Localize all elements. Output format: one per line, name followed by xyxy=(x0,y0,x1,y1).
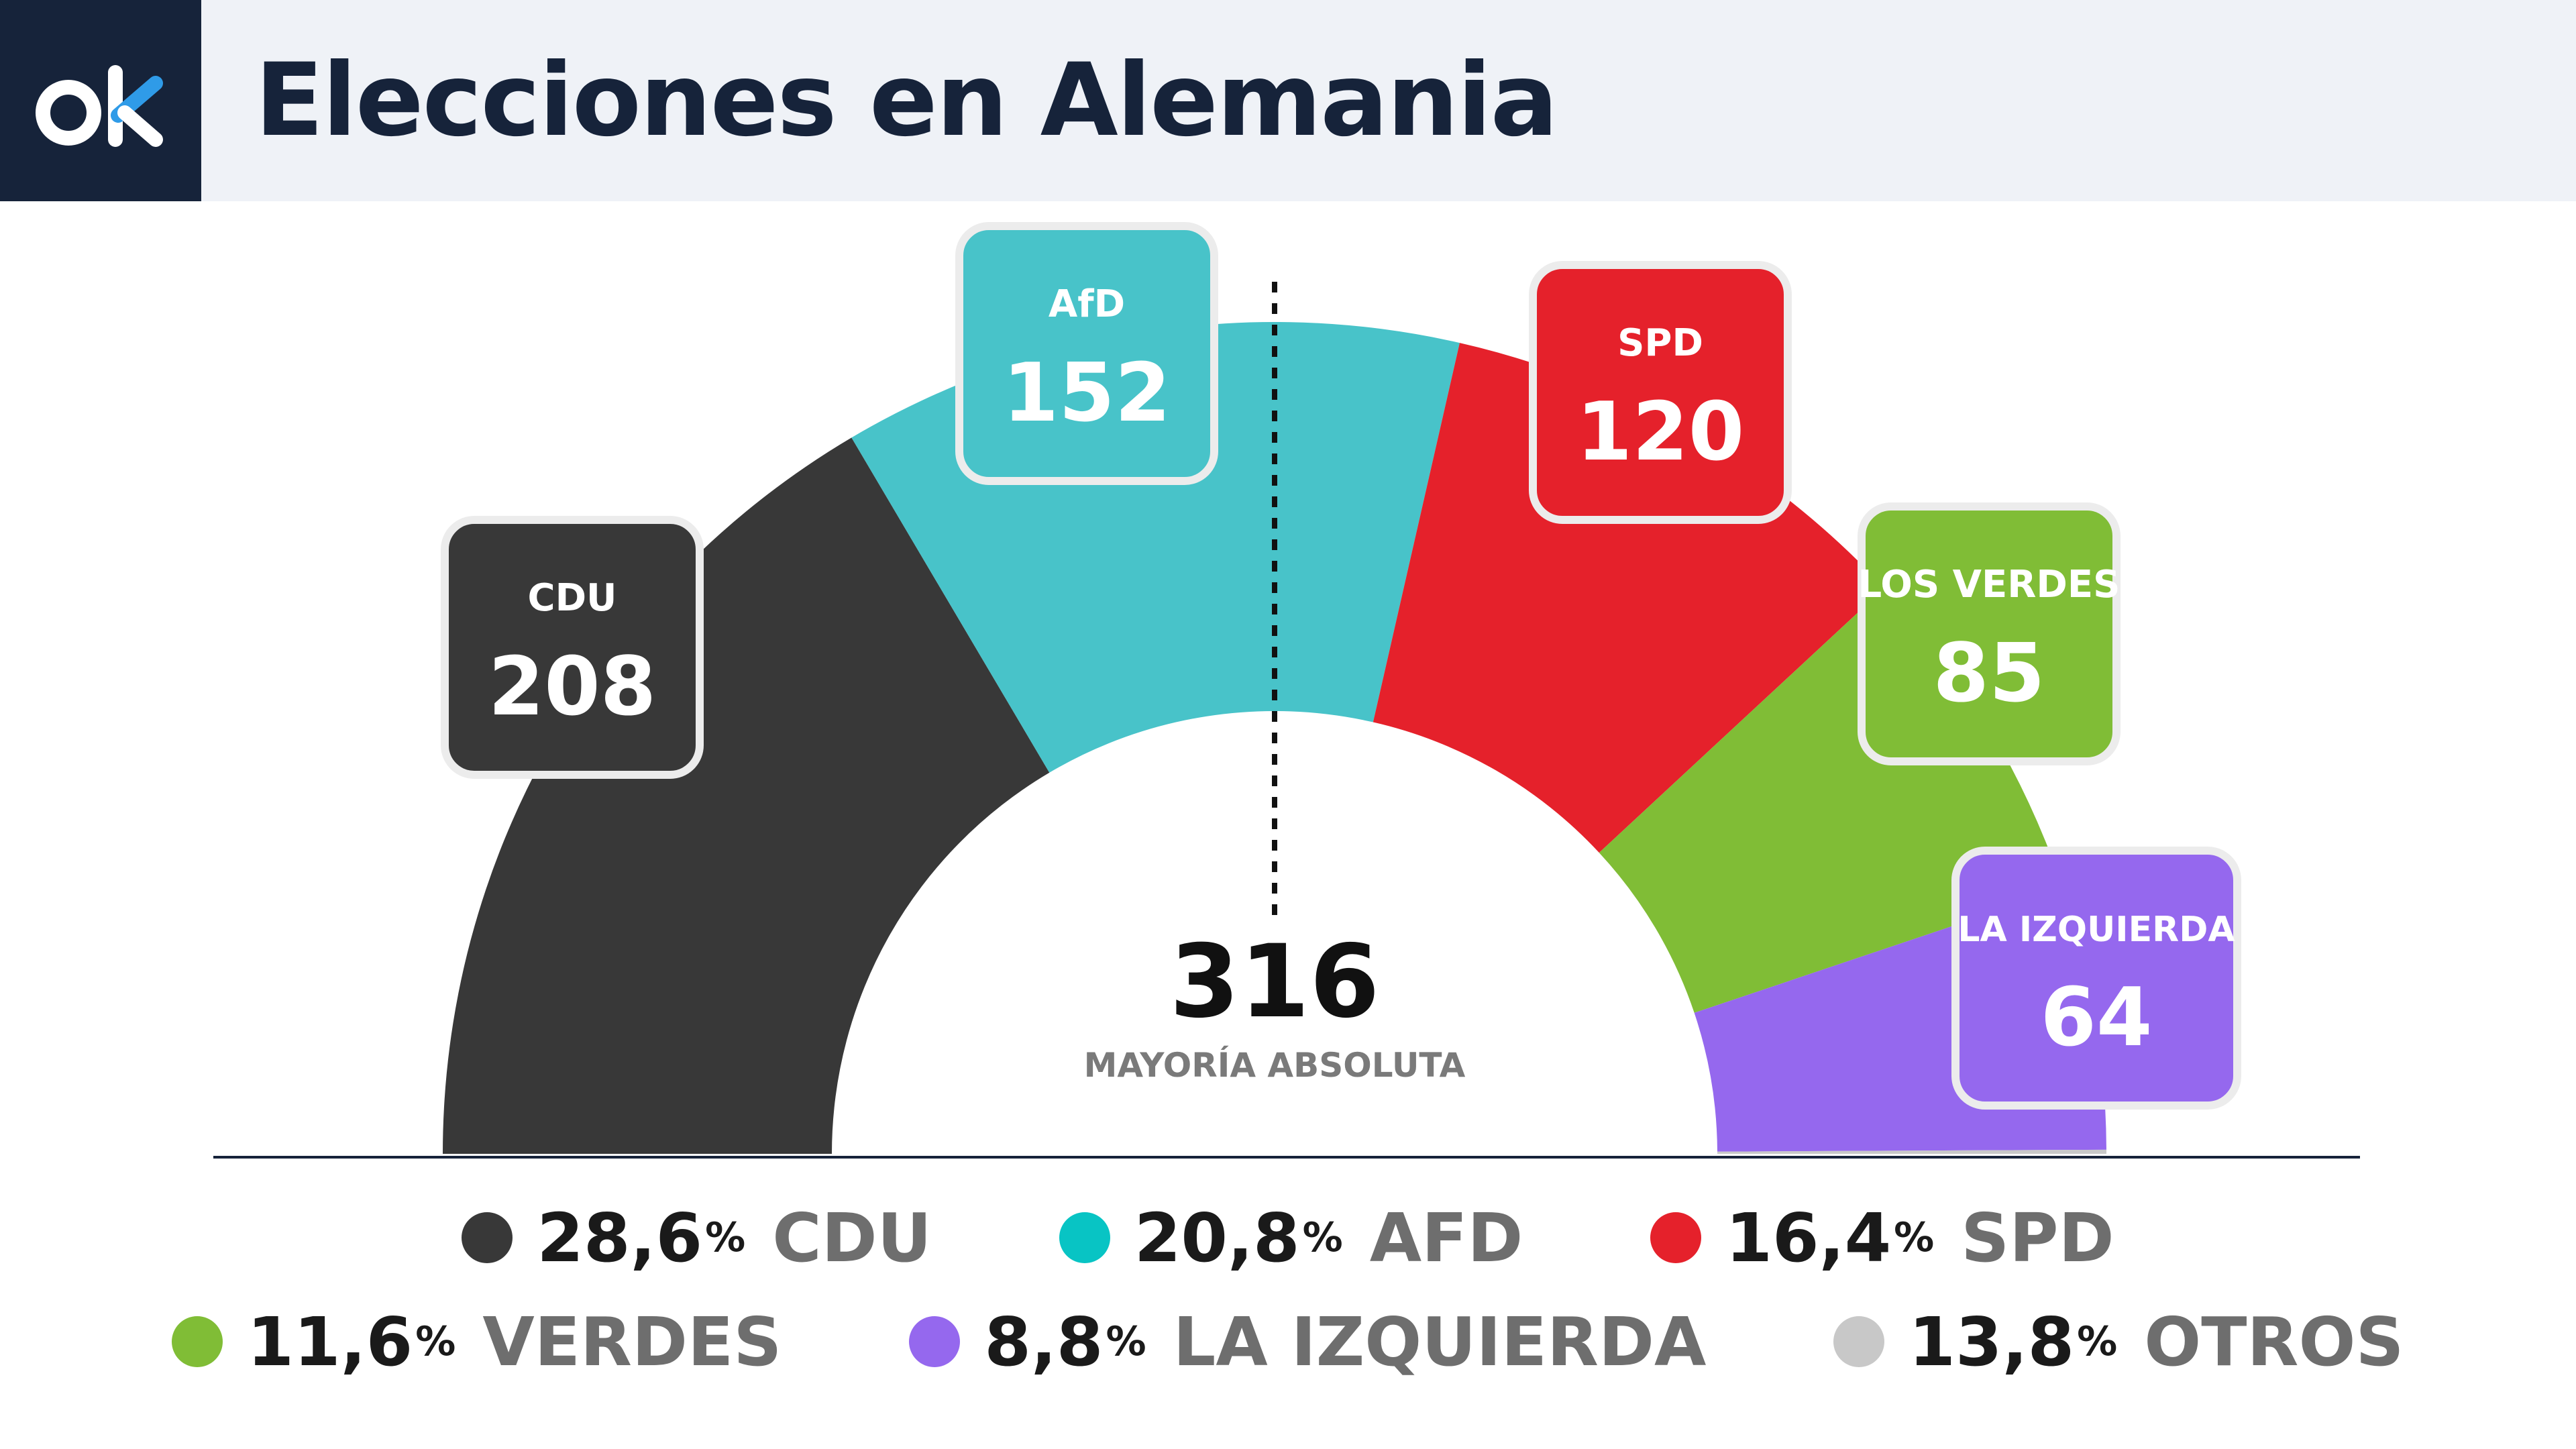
legend-percent-sign: % xyxy=(415,1318,456,1365)
legend-percentage: 16,4 xyxy=(1725,1198,1892,1277)
label-box-cdu xyxy=(441,516,704,779)
label-box-los-verdes xyxy=(1858,502,2121,765)
legend-percent-sign: % xyxy=(1106,1318,1146,1365)
label-box-afd xyxy=(955,222,1218,485)
legend-dot-icon xyxy=(462,1212,513,1263)
legend-item-afd: 20,8% AFD xyxy=(1059,1199,1523,1277)
legend-percent-sign: % xyxy=(1894,1214,1935,1261)
legend-dot-icon xyxy=(1059,1212,1110,1263)
header-bar: Elecciones en Alemania xyxy=(0,0,2576,201)
legend-percentage: 8,8 xyxy=(984,1302,1104,1381)
seat-segment-others xyxy=(1717,1149,2106,1154)
legend-item-cdu: 28,6% CDU xyxy=(462,1198,932,1277)
legend-percent-sign: % xyxy=(705,1214,746,1261)
legend-item-la-izquierda: 8,8% LA IZQUIERDA xyxy=(909,1303,1706,1381)
legend-party-name: AFD xyxy=(1369,1198,1523,1277)
label-seats-afd: 152 xyxy=(1003,347,1171,440)
logo xyxy=(0,0,201,201)
legend-dot-icon xyxy=(909,1316,961,1367)
legend-percent-sign: % xyxy=(2077,1318,2118,1365)
label-party-la-izquierda: LA IZQUIERDA xyxy=(1957,910,2235,950)
label-box-la-izquierda xyxy=(1951,847,2241,1110)
seat-segment-cdu xyxy=(443,437,1050,1154)
legend-party-name: OTROS xyxy=(2144,1302,2404,1381)
ok-logo-icon xyxy=(36,65,163,147)
legend-dot-icon xyxy=(1833,1316,1885,1367)
legend-party-name: LA IZQUIERDA xyxy=(1173,1302,1707,1381)
label-party-los-verdes: LOS VERDES xyxy=(1858,563,2121,606)
label-seats-cdu: 208 xyxy=(488,641,657,734)
majority-value: 316 xyxy=(1169,924,1379,1040)
legend-item-verdes: 11,6% VERDES xyxy=(172,1303,782,1381)
label-seats-spd: 120 xyxy=(1576,386,1745,479)
label-seats-la-izquierda: 64 xyxy=(2041,971,2153,1065)
legend-row-1: 28,6% CDU 20,8% AFD 16,4% SPD xyxy=(0,1191,2576,1285)
label-box-spd xyxy=(1529,261,1792,524)
legend-percentage: 11,6 xyxy=(247,1302,413,1381)
legend-item-otros: 13,8% OTROS xyxy=(1833,1303,2404,1381)
parliament-chart: 316 MAYORÍA ABSOLUTA CDU 208 AfD 152 SPD 120 LOS… xyxy=(213,222,2360,1159)
legend-party-name: CDU xyxy=(772,1198,932,1277)
seat-segment-spd xyxy=(1373,343,1884,853)
legend-party-name: VERDES xyxy=(482,1302,782,1381)
legend-item-spd: 16,4% SPD xyxy=(1650,1199,2114,1277)
legend-percentage: 28,6 xyxy=(537,1198,703,1277)
legend-dot-icon xyxy=(1650,1212,1702,1263)
label-party-cdu: CDU xyxy=(527,576,616,620)
label-party-afd: AfD xyxy=(1049,282,1125,326)
majority-label: MAYORÍA ABSOLUTA xyxy=(1084,1045,1466,1085)
legend-percentage: 20,8 xyxy=(1134,1198,1300,1277)
legend-percentage: 13,8 xyxy=(1909,1302,2075,1381)
legend-row-2: 11,6% VERDES 8,8% LA IZQUIERDA 13,8% OTROS xyxy=(0,1295,2576,1389)
legend-dot-icon xyxy=(172,1316,223,1367)
label-party-spd: SPD xyxy=(1617,321,1703,365)
legend-percent-sign: % xyxy=(1302,1214,1343,1261)
legend-party-name: SPD xyxy=(1961,1198,2114,1277)
page-title: Elecciones en Alemania xyxy=(255,42,1558,159)
label-seats-los-verdes: 85 xyxy=(1933,627,2045,720)
